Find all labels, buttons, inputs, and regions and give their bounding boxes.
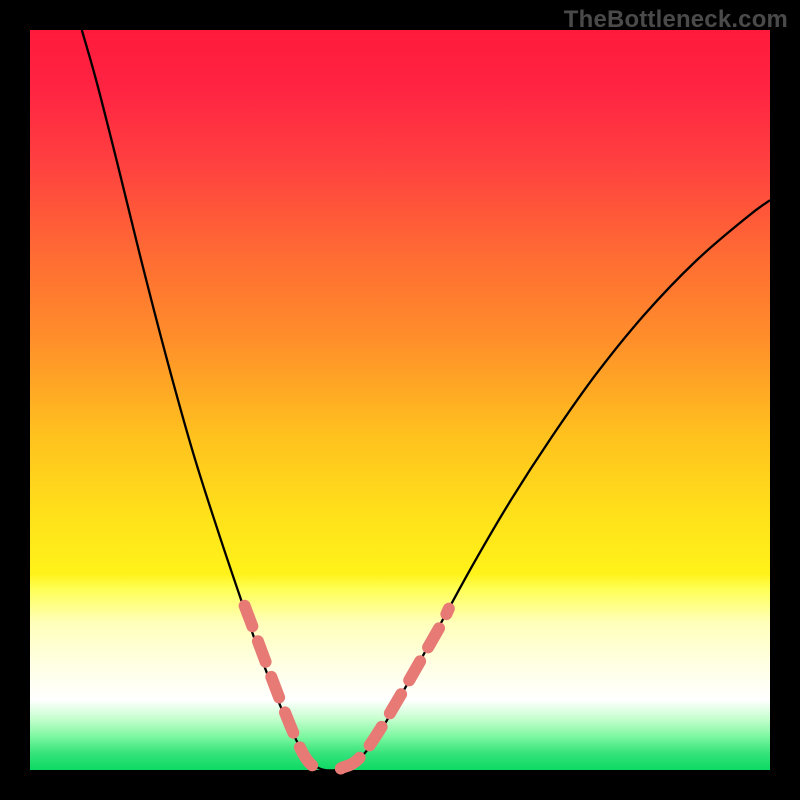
plot-background <box>30 30 770 770</box>
chart-svg <box>0 0 800 800</box>
watermark-text: TheBottleneck.com <box>564 6 788 34</box>
chart-frame: TheBottleneck.com <box>0 0 800 800</box>
